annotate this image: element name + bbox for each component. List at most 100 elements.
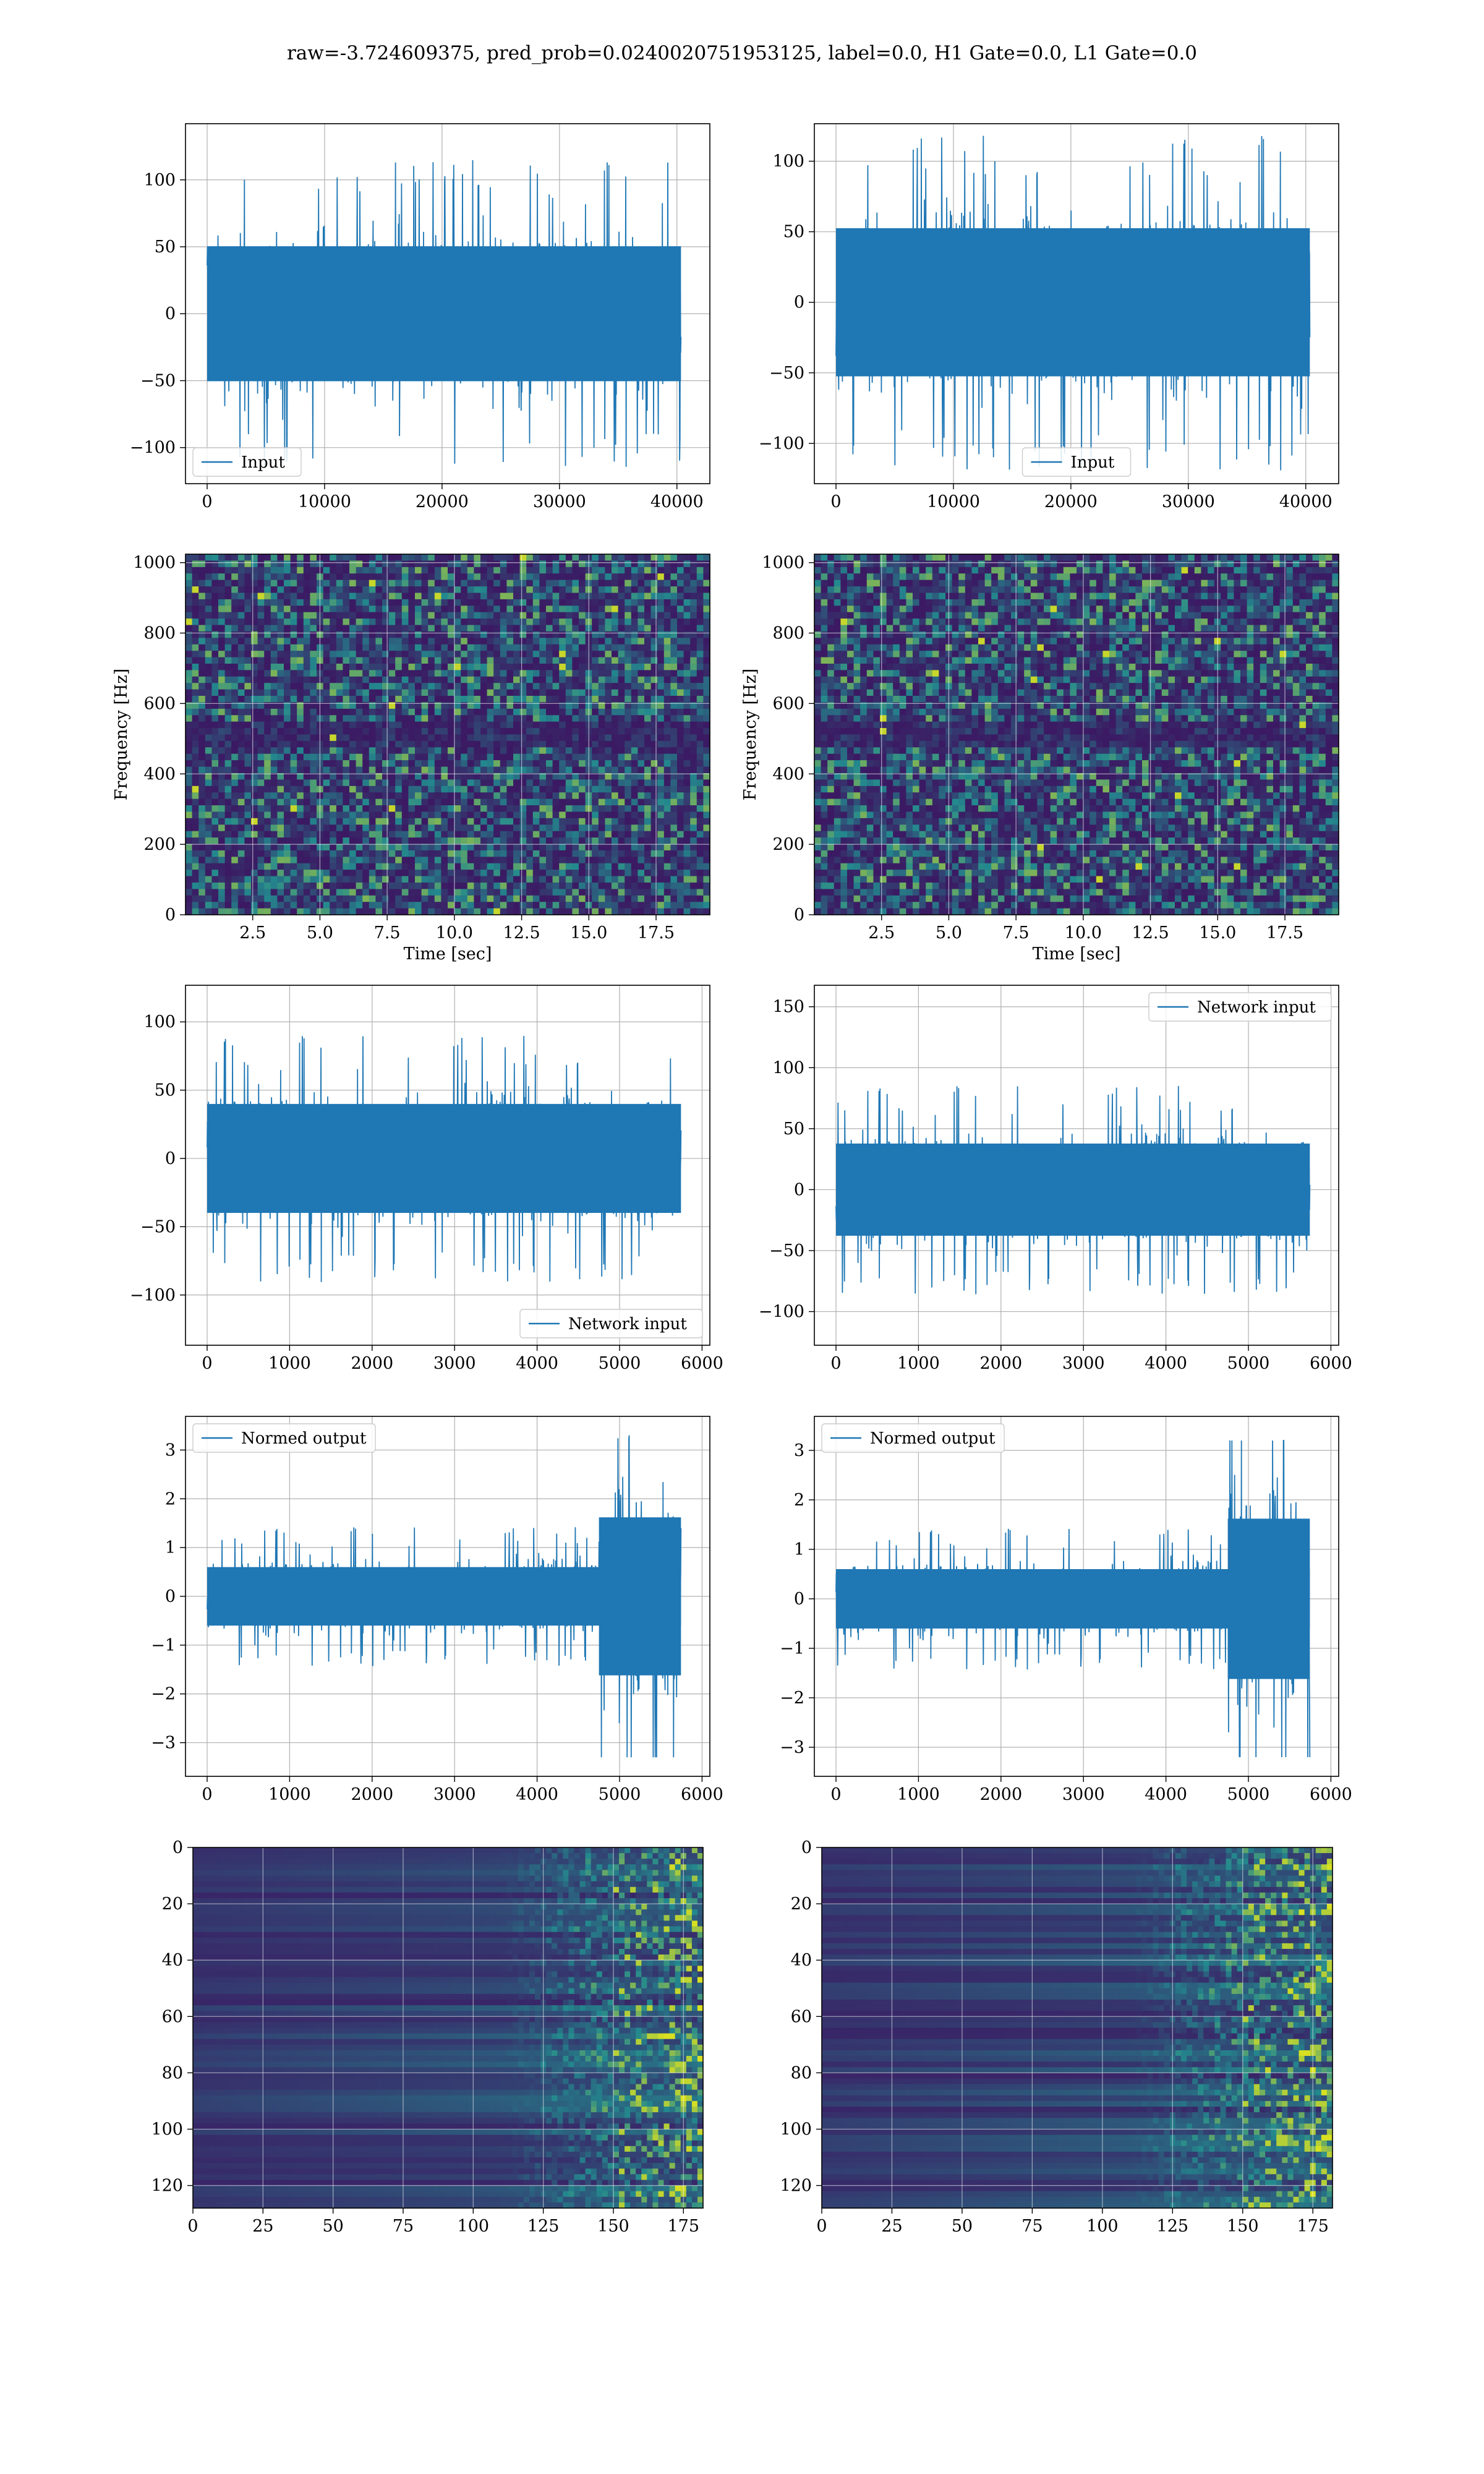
heatmap-cell: [539, 593, 547, 600]
heatmap-cell: [330, 857, 337, 864]
heatmap-cell: [237, 728, 245, 735]
heatmap-cell: [297, 702, 304, 709]
heatmap-cell: [336, 612, 343, 619]
heatmap-cell: [474, 798, 481, 806]
heatmap-cell: [251, 863, 258, 870]
heatmap-cell: [506, 831, 514, 838]
heatmap-cell: [244, 837, 252, 845]
heatmap-cell: [408, 876, 416, 883]
heatmap-cell: [625, 889, 632, 896]
heatmap-cell: [303, 850, 310, 857]
heatmap-cell: [297, 760, 304, 768]
heatmap-cell: [657, 580, 665, 587]
heatmap-cell: [625, 715, 632, 722]
heatmap-cell: [612, 664, 619, 670]
heatmap-cell: [461, 889, 468, 896]
heatmap-cell: [625, 908, 632, 915]
heatmap-cell: [474, 702, 481, 709]
heatmap-cell: [677, 644, 684, 651]
heatmap-cell: [480, 560, 488, 568]
heatmap-cell: [395, 728, 403, 735]
heatmap-cell: [448, 560, 455, 568]
heatmap-cell: [612, 876, 619, 883]
heatmap-cell: [644, 753, 652, 761]
heatmap-cell: [428, 857, 435, 864]
heatmap-cell: [572, 606, 579, 613]
heatmap-cell: [186, 676, 193, 683]
heatmap-cell: [330, 696, 337, 703]
legend-box: [1021, 447, 1132, 477]
heatmap-cell: [251, 837, 258, 845]
heatmap-cell: [539, 889, 547, 896]
heatmap-cell: [198, 560, 206, 568]
heatmap-cell: [526, 766, 534, 774]
heatmap-cell: [375, 785, 383, 793]
heatmap-cell: [670, 747, 678, 755]
heatmap-cell: [638, 689, 645, 696]
heatmap-cell: [493, 747, 501, 755]
heatmap-cell: [519, 785, 527, 793]
heatmap-cell: [264, 631, 271, 638]
heatmap-cell: [474, 618, 481, 626]
heatmap-cell: [356, 805, 363, 812]
heatmap-cell: [598, 664, 605, 670]
heatmap-cell: [677, 657, 684, 664]
heatmap-cell: [186, 683, 193, 690]
heatmap-cell: [703, 586, 710, 594]
heatmap-cell: [650, 734, 658, 742]
heatmap-cell: [670, 670, 678, 677]
heatmap-cell: [467, 876, 474, 883]
heatmap-cell: [251, 554, 258, 561]
heatmap-cell: [546, 625, 553, 632]
heatmap-cell: [388, 606, 396, 613]
heatmap-cell: [677, 850, 684, 857]
heatmap-cell: [251, 612, 258, 619]
heatmap-cell: [559, 631, 566, 638]
heatmap-cell: [421, 657, 429, 664]
heatmap-cell: [186, 721, 193, 729]
heatmap-cell: [401, 779, 409, 787]
heatmap-cell: [192, 895, 199, 902]
heatmap-cell: [218, 715, 226, 722]
heatmap-cell: [395, 798, 403, 806]
heatmap-cell: [487, 902, 494, 909]
heatmap-cell: [1286, 573, 1294, 581]
heatmap-cell: [251, 638, 258, 645]
heatmap-cell: [1221, 573, 1228, 581]
heatmap-cell: [1102, 567, 1110, 574]
heatmap-cell: [480, 612, 488, 619]
heatmap-cell: [513, 670, 521, 677]
heatmap-cell: [186, 889, 193, 896]
heatmap-cell: [192, 798, 199, 806]
heatmap-cell: [493, 612, 501, 619]
heatmap-cell: [454, 644, 461, 651]
heatmap-cell: [192, 753, 199, 761]
heatmap-cell: [270, 670, 278, 677]
heatmap-cell: [211, 644, 219, 651]
heatmap-cell: [579, 882, 586, 889]
heatmap-cell: [1148, 560, 1156, 568]
heatmap-cell: [277, 889, 284, 896]
heatmap-cell: [618, 721, 625, 729]
heatmap-cell: [657, 811, 665, 819]
heatmap-cell: [480, 876, 488, 883]
heatmap-cell: [631, 831, 638, 838]
heatmap-cell: [343, 567, 350, 574]
heatmap-cell: [650, 779, 658, 787]
heatmap-cell: [382, 721, 390, 729]
heatmap-cell: [572, 573, 579, 581]
heatmap-cell: [290, 895, 297, 902]
heatmap-cell: [625, 818, 632, 825]
heatmap-cell: [290, 644, 297, 651]
y-tick-label: −100: [759, 434, 804, 453]
heatmap-cell: [330, 638, 337, 645]
heatmap-cell: [487, 747, 494, 755]
heatmap-cell: [552, 618, 560, 626]
heatmap-cell: [690, 908, 697, 915]
heatmap-cell: [284, 638, 291, 645]
heatmap-cell: [546, 689, 553, 696]
heatmap-cell: [546, 882, 553, 889]
heatmap-cell: [284, 798, 291, 806]
heatmap-cell: [231, 618, 239, 626]
heatmap-cell: [198, 644, 206, 651]
